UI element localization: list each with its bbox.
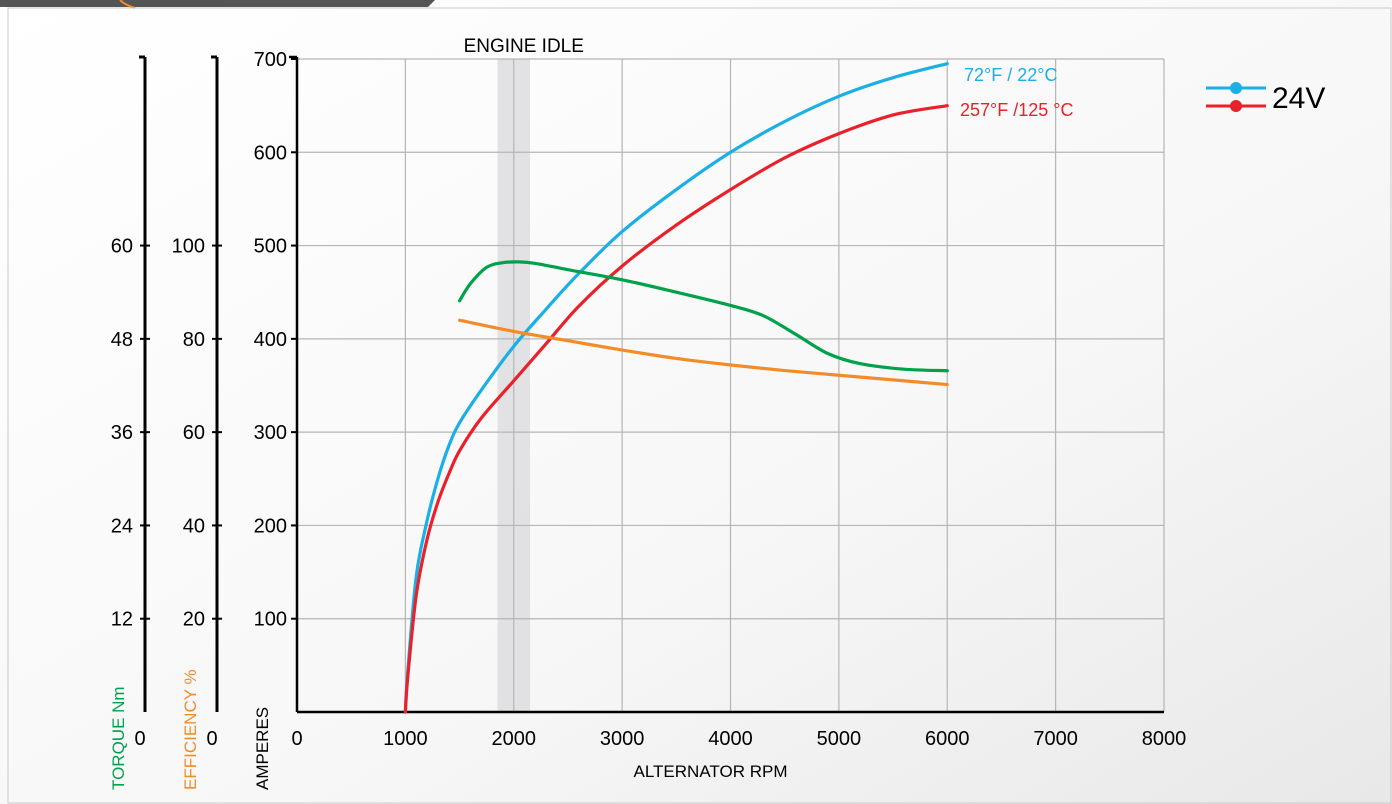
grid-lines (297, 58, 1165, 712)
tick-labels: 0204060801000122436486010020030040050060… (111, 49, 1187, 750)
x-tick-label: 1000 (383, 728, 428, 750)
y-tick-label: 300 (254, 422, 287, 444)
y-tick-label: 500 (254, 236, 287, 258)
y-tick-label: 20 (183, 609, 205, 631)
y-tick-label: 48 (111, 329, 133, 351)
y-tick-label: 200 (254, 515, 287, 537)
series-label-257f: 257°F /125 °C (960, 100, 1073, 120)
legend-blue-marker (1230, 82, 1242, 94)
x-tick-label: 2000 (492, 728, 537, 750)
y-tick-label: 700 (254, 49, 287, 71)
y-tick-label: 100 (172, 236, 205, 258)
y-tick-label: 0 (134, 728, 145, 750)
x-tick-label: 5000 (817, 728, 862, 750)
y-tick-label: 36 (111, 422, 133, 444)
y-tick-label: 400 (254, 329, 287, 351)
series-line-3 (457, 318, 949, 387)
axes (139, 55, 1164, 714)
torque-axis-title: TORQUE Nm (109, 686, 128, 790)
x-axis-title: ALTERNATOR RPM (634, 762, 788, 781)
x-tick-label: 3000 (600, 728, 645, 750)
y-tick-label: 80 (183, 329, 205, 351)
series-label-72f: 72°F / 22°C (964, 65, 1057, 85)
corner-swoosh-decoration (119, 0, 136, 9)
series-line-1 (403, 104, 949, 714)
x-tick-label: 6000 (925, 728, 970, 750)
efficiency-axis-title: EFFICIENCY % (181, 669, 200, 790)
y-tick-label: 60 (111, 236, 133, 258)
series-line-0 (403, 62, 949, 714)
series-layer (403, 62, 949, 714)
corner-tab-decoration (0, 0, 435, 7)
engine-idle-label: ENGINE IDLE (464, 36, 584, 57)
y-tick-label: 100 (254, 609, 287, 631)
y-tick-label: 12 (111, 609, 133, 631)
amperes-axis-title: AMPERES (253, 707, 272, 790)
y-tick-label: 60 (183, 422, 205, 444)
series-line-2 (457, 260, 949, 373)
x-tick-label: 8000 (1142, 728, 1187, 750)
legend: 24V (1206, 82, 1325, 115)
x-tick-label: 4000 (708, 728, 753, 750)
x-tick-label: 7000 (1033, 728, 1078, 750)
y-tick-label: 0 (206, 728, 217, 750)
y-tick-label: 24 (111, 515, 133, 537)
y-tick-label: 600 (254, 142, 287, 164)
x-tick-label: 0 (291, 728, 302, 750)
chart-frame (7, 7, 1392, 804)
legend-red-marker (1230, 100, 1242, 112)
y-tick-label: 40 (183, 515, 205, 537)
legend-label: 24V (1272, 82, 1325, 115)
